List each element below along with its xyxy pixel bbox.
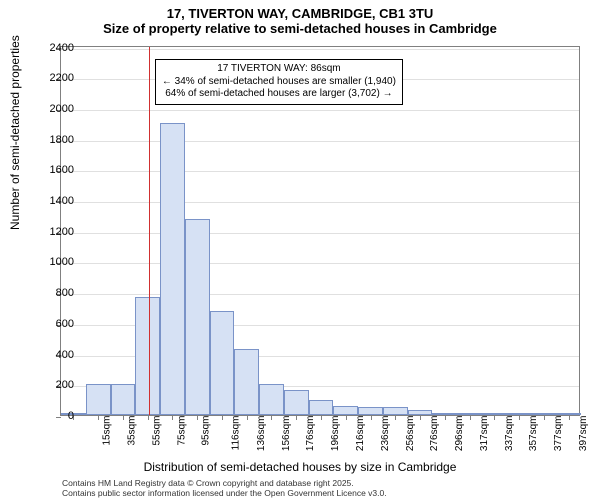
ytick-label: 800 [34, 287, 74, 299]
xtick-mark [197, 415, 198, 420]
xtick-mark [420, 415, 421, 420]
xtick-label: 216sqm [355, 416, 366, 452]
callout-line-3: 64% of semi-detached houses are larger (… [162, 88, 396, 101]
xtick-label: 116sqm [231, 416, 242, 451]
ytick-label: 600 [34, 318, 74, 330]
xtick-mark [172, 415, 173, 420]
histogram-bar [160, 123, 185, 415]
xtick-mark [395, 415, 396, 420]
xtick-mark [494, 415, 495, 420]
xtick-mark [569, 415, 570, 420]
xtick-label: 136sqm [256, 416, 267, 452]
histogram-bar [135, 297, 160, 415]
credit-line-1: Contains HM Land Registry data © Crown c… [62, 478, 387, 488]
xtick-mark [445, 415, 446, 420]
gridline [61, 171, 579, 172]
xtick-label: 377sqm [553, 416, 564, 452]
ytick-label: 1000 [34, 256, 74, 268]
x-axis-label: Distribution of semi-detached houses by … [0, 460, 600, 474]
histogram-bar [309, 400, 334, 415]
page-title-2: Size of property relative to semi-detach… [0, 21, 600, 40]
xtick-label: 317sqm [479, 416, 490, 452]
gridline [61, 49, 579, 50]
xtick-label: 276sqm [429, 416, 440, 452]
ytick-label: 1800 [34, 134, 74, 146]
ytick-label: 2200 [34, 72, 74, 84]
ytick-label: 1200 [34, 226, 74, 238]
xtick-label: 35sqm [127, 416, 138, 446]
xtick-mark [296, 415, 297, 420]
xtick-mark [222, 415, 223, 420]
histogram-bar [185, 219, 210, 416]
credits: Contains HM Land Registry data © Crown c… [62, 478, 387, 498]
ytick-label: 0 [34, 410, 74, 422]
ytick-label: 1600 [34, 164, 74, 176]
credit-line-2: Contains public sector information licen… [62, 488, 387, 498]
xtick-label: 357sqm [528, 416, 539, 452]
xtick-mark [544, 415, 545, 420]
xtick-mark [271, 415, 272, 420]
callout-line-2: ← 34% of semi-detached houses are smalle… [162, 76, 396, 89]
xtick-mark [321, 415, 322, 420]
xtick-mark [98, 415, 99, 420]
xtick-label: 75sqm [176, 416, 187, 446]
xtick-label: 397sqm [578, 416, 589, 452]
ytick-label: 1400 [34, 195, 74, 207]
histogram-bar [234, 349, 259, 415]
gridline [61, 233, 579, 234]
xtick-label: 156sqm [281, 416, 292, 452]
page-title-1: 17, TIVERTON WAY, CAMBRIDGE, CB1 3TU [0, 0, 600, 21]
xtick-label: 196sqm [330, 416, 341, 452]
ytick-label: 2400 [34, 42, 74, 54]
histogram-bar [284, 390, 309, 415]
xtick-label: 176sqm [306, 416, 317, 452]
histogram-bar [383, 407, 408, 415]
xtick-mark [148, 415, 149, 420]
xtick-label: 296sqm [454, 416, 465, 452]
xtick-label: 95sqm [201, 416, 212, 446]
xtick-label: 256sqm [405, 416, 416, 452]
xtick-mark [470, 415, 471, 420]
xtick-label: 236sqm [380, 416, 391, 452]
ytick-label: 400 [34, 349, 74, 361]
callout-line-1: 17 TIVERTON WAY: 86sqm [162, 63, 396, 76]
gridline [61, 110, 579, 111]
xtick-mark [247, 415, 248, 420]
gridline [61, 294, 579, 295]
y-axis-label: Number of semi-detached properties [8, 35, 22, 230]
gridline [61, 141, 579, 142]
gridline [61, 202, 579, 203]
gridline [61, 263, 579, 264]
callout-box: 17 TIVERTON WAY: 86sqm← 34% of semi-deta… [155, 59, 403, 105]
histogram-bar [358, 407, 383, 415]
xtick-label: 55sqm [151, 416, 162, 446]
ytick-label: 2000 [34, 103, 74, 115]
xtick-label: 15sqm [102, 416, 113, 446]
histogram-bar [111, 384, 136, 415]
xtick-mark [346, 415, 347, 420]
plot-region: 15sqm35sqm55sqm75sqm95sqm116sqm136sqm156… [60, 46, 580, 416]
histogram-bar [86, 384, 111, 415]
ytick-label: 200 [34, 379, 74, 391]
histogram-bar [333, 406, 358, 415]
marker-line [149, 47, 150, 415]
chart-area: 15sqm35sqm55sqm75sqm95sqm116sqm136sqm156… [60, 46, 580, 416]
histogram-bar [259, 384, 284, 415]
xtick-mark [123, 415, 124, 420]
xtick-mark [519, 415, 520, 420]
xtick-mark [371, 415, 372, 420]
histogram-bar [210, 311, 235, 415]
xtick-label: 337sqm [504, 416, 515, 452]
